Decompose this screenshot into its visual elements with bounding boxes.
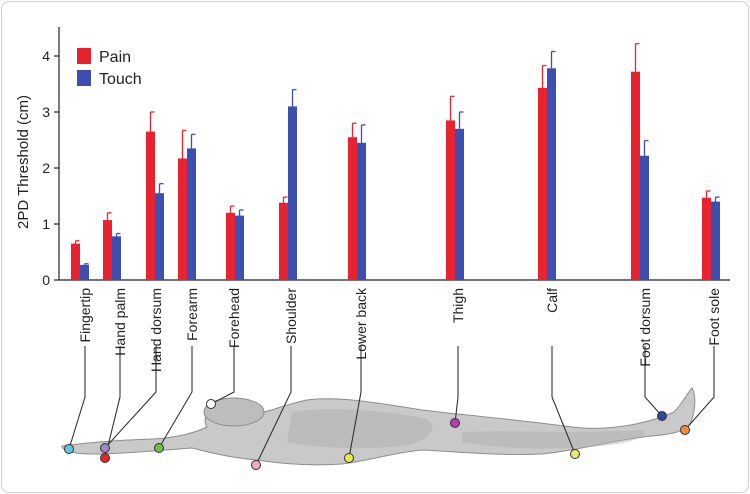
- location-marker: [154, 443, 164, 453]
- y-axis-label: 2PD Threshold (cm): [15, 95, 32, 229]
- leader-line: [684, 346, 715, 431]
- bar-touch: [112, 236, 121, 280]
- y-tick-label: 1: [42, 216, 50, 232]
- bar-touch: [288, 106, 297, 281]
- bar-pain: [71, 243, 80, 280]
- leader-line: [104, 346, 121, 459]
- legend: Pain Touch: [77, 48, 142, 88]
- category-label: Calf: [544, 288, 560, 313]
- bar-pain: [178, 158, 187, 280]
- bar-pain: [146, 131, 155, 280]
- bar-touch: [547, 68, 556, 280]
- leader-lines: [64, 346, 715, 470]
- bar-touch: [640, 155, 649, 280]
- location-marker: [657, 411, 667, 421]
- bar-pain: [348, 137, 357, 280]
- y-tick-label: 0: [42, 272, 50, 288]
- category-label: Thigh: [450, 288, 466, 323]
- torso-shading: [287, 409, 433, 449]
- bar-pain: [226, 212, 235, 280]
- head-shape: [203, 397, 265, 427]
- bar-pain: [702, 197, 711, 280]
- legend-label-touch: Touch: [99, 71, 142, 88]
- category-label: Lower back: [353, 287, 369, 360]
- legend-label-pain: Pain: [99, 49, 131, 66]
- leader-line: [644, 346, 663, 417]
- y-tick-label: 3: [42, 104, 50, 120]
- leader-line: [68, 346, 86, 450]
- bar-touch: [155, 193, 164, 280]
- bar-touch: [80, 264, 89, 280]
- legend-swatch-touch: [77, 70, 91, 86]
- location-marker: [251, 460, 261, 470]
- leader-line: [348, 346, 362, 459]
- bar-touch: [711, 201, 720, 280]
- human-body-illustration: [61, 387, 696, 466]
- leader-line: [551, 346, 576, 455]
- category-label: Hand palm: [112, 288, 128, 356]
- leader-line: [210, 346, 235, 405]
- location-marker: [450, 418, 460, 428]
- location-marker: [680, 425, 690, 435]
- category-label: Forehead: [226, 288, 242, 348]
- bars-layer: [71, 43, 720, 281]
- location-marker: [64, 444, 74, 454]
- bar-pain: [538, 87, 547, 280]
- location-marker: [344, 453, 354, 463]
- bar-touch: [357, 142, 366, 280]
- location-marker: [100, 443, 110, 453]
- leg-shading: [462, 430, 644, 449]
- leader-line: [158, 346, 193, 449]
- y-tick-label: 2: [42, 160, 50, 176]
- location-marker: [206, 399, 216, 409]
- leader-line: [454, 346, 459, 424]
- category-labels: Fingertip Hand palm Hand dorsum Forearm Fore…: [77, 287, 722, 372]
- bar-pain: [631, 71, 640, 281]
- leader-line: [104, 346, 157, 449]
- bar-pain: [279, 202, 288, 280]
- leader-line: [255, 346, 292, 466]
- bar-touch: [187, 148, 196, 280]
- legend-swatch-pain: [77, 48, 91, 64]
- category-label: Foot sole: [706, 288, 722, 346]
- bar-pain: [446, 120, 455, 281]
- bar-touch: [235, 215, 244, 280]
- category-label: Foot dorsum: [637, 288, 653, 367]
- location-marker: [570, 449, 580, 459]
- location-marker: [100, 453, 110, 463]
- bar-pain: [103, 220, 112, 280]
- category-label: Shoulder: [283, 288, 299, 344]
- category-label: Fingertip: [77, 288, 93, 343]
- category-label: Forearm: [184, 288, 200, 341]
- axes-layer: 0 1 2 3 4 2PD Threshold (cm): [15, 27, 730, 288]
- bar-touch: [455, 128, 464, 280]
- category-label: Hand dorsum: [148, 288, 164, 372]
- y-tick-label: 4: [42, 48, 50, 64]
